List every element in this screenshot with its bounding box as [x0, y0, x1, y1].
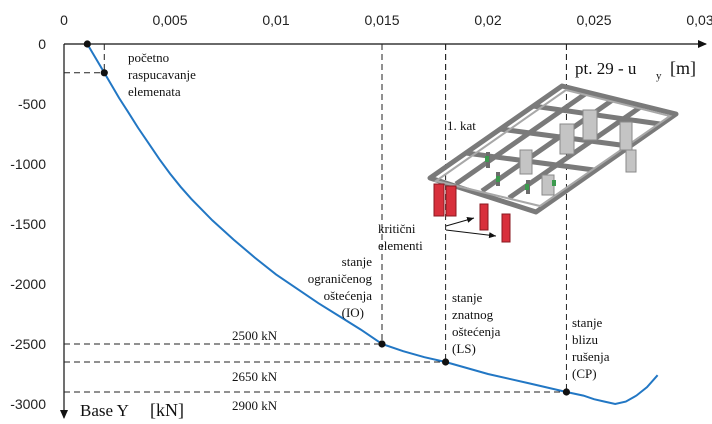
- y-tick-label: -3000: [10, 396, 46, 412]
- y-axis-unit: [kN]: [150, 400, 184, 420]
- frame-illustration: 1. kat kritični elementi: [378, 83, 679, 253]
- y-axis-title: Base Y [kN]: [80, 400, 184, 420]
- x-axis-title: pt. 29 - u y [m]: [575, 58, 696, 82]
- cp-line-1: stanje: [572, 315, 603, 330]
- x-tick-label: 0,015: [364, 12, 399, 28]
- io-line-3: oštećenja: [324, 288, 373, 303]
- critical-line-1: kritični: [378, 221, 416, 236]
- cp-line-2: blizu: [572, 332, 598, 347]
- crack-line-1: početno: [128, 50, 169, 65]
- state-point: [378, 340, 386, 348]
- y-tick-label: -1500: [10, 216, 46, 232]
- x-tick-label: 0,005: [152, 12, 187, 28]
- reference-lines: [64, 44, 567, 393]
- force-io-label: 2500 kN: [232, 328, 278, 343]
- force-ls-label: 2650 kN: [232, 369, 278, 384]
- x-axis-label: pt. 29 - u: [575, 59, 637, 78]
- x-tick-label: 0,01: [262, 12, 289, 28]
- state-point: [83, 40, 91, 48]
- x-tick-label: 0: [60, 12, 68, 28]
- critical-arrow-2: [445, 229, 497, 239]
- y-tick-label: -2500: [10, 336, 46, 352]
- pushover-curve: [86, 43, 659, 406]
- ls-line-3: oštećenja: [452, 324, 501, 339]
- annotation-io: stanje ograničenog oštećenja (IO): [308, 254, 373, 320]
- annotation-cracking: početno raspucavanje elemenata: [128, 50, 196, 99]
- x-axis-label-sub: y: [656, 70, 662, 82]
- floor-label: 1. kat: [447, 118, 476, 133]
- state-point: [562, 388, 571, 396]
- annotation-ls: stanje znatnog oštećenja (LS): [452, 290, 501, 356]
- crack-line-2: raspucavanje: [128, 67, 196, 82]
- io-line-2: ograničenog: [308, 271, 373, 286]
- x-tick-label: 0,02: [474, 12, 501, 28]
- x-axis-unit: [m]: [670, 58, 696, 78]
- state-point: [442, 358, 450, 366]
- x-tick-labels: 0 0,005 0,01 0,015 0,02 0,025 0,03: [60, 12, 712, 28]
- io-line-4: (IO): [342, 305, 364, 320]
- state-point: [100, 69, 108, 77]
- crack-line-3: elemenata: [128, 84, 181, 99]
- critical-line-2: elementi: [378, 238, 423, 253]
- state-points: [83, 40, 571, 396]
- x-tick-label: 0,025: [576, 12, 611, 28]
- io-line-1: stanje: [342, 254, 373, 269]
- y-tick-label: -2000: [10, 276, 46, 292]
- x-tick-label: 0,03: [686, 12, 712, 28]
- y-tick-labels: 0 -500 -1000 -1500 -2000 -2500 -3000: [10, 36, 46, 412]
- y-tick-label: 0: [38, 36, 46, 52]
- cp-line-4: (CP): [572, 366, 597, 381]
- annotation-cp: stanje blizu rušenja (CP): [572, 315, 610, 381]
- y-tick-label: -500: [18, 96, 46, 112]
- critical-arrow-1: [445, 217, 475, 227]
- ls-line-1: stanje: [452, 290, 483, 305]
- ls-line-2: znatnog: [452, 307, 494, 322]
- y-axis-label: Base Y: [80, 401, 129, 420]
- y-tick-label: -1000: [10, 156, 46, 172]
- ls-line-4: (LS): [452, 341, 476, 356]
- cp-line-3: rušenja: [572, 349, 610, 364]
- force-cp-label: 2900 kN: [232, 398, 278, 413]
